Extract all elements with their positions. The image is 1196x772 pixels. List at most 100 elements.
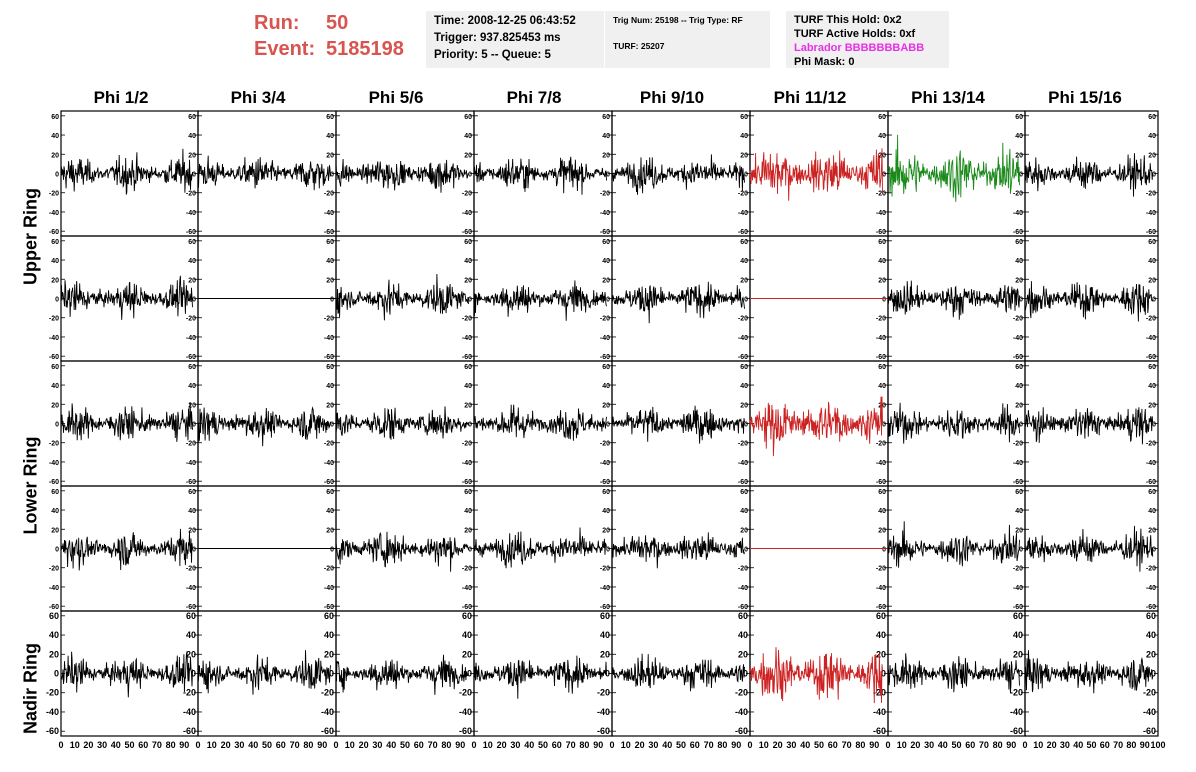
y-tick-label: 0 xyxy=(1019,297,1023,304)
y-tick-label: -60 xyxy=(1146,354,1156,361)
y-tick-label: 60 xyxy=(188,239,196,246)
y-tick-label: -60 xyxy=(324,479,334,486)
x-tick-label: 70 xyxy=(842,740,852,750)
y-tick-label: -20 xyxy=(459,688,472,698)
x-tick-label: 50 xyxy=(538,740,548,750)
x-tick-label: 70 xyxy=(704,740,714,750)
y-tick-label: -20 xyxy=(462,316,472,323)
waveform-line xyxy=(473,156,607,195)
waveform-line xyxy=(749,148,883,201)
y-tick-label: -40 xyxy=(600,210,610,217)
y-tick-label: 60 xyxy=(186,611,196,621)
y-tick-label: -60 xyxy=(600,229,610,236)
y-tick-label: -40 xyxy=(183,707,196,717)
y-tick-label: 0 xyxy=(192,297,196,304)
panel-frame xyxy=(1024,235,1159,362)
y-tick-label: 0 xyxy=(1151,669,1156,679)
phi-header-4: Phi 7/8 xyxy=(506,88,562,107)
y-tick-label: 60 xyxy=(1146,611,1156,621)
y-tick-label: -60 xyxy=(735,726,748,736)
y-tick-label: 20 xyxy=(740,527,748,534)
y-tick-label: -20 xyxy=(324,441,334,448)
y-tick-label: -40 xyxy=(597,707,610,717)
y-tick-label: 60 xyxy=(326,239,334,246)
y-tick-label: 20 xyxy=(738,649,748,659)
y-tick-label: -60 xyxy=(873,726,886,736)
x-tick-label: 60 xyxy=(552,740,562,750)
y-tick-label: -20 xyxy=(49,316,59,323)
y-tick-label: 40 xyxy=(326,258,334,265)
x-tick-label: 90 xyxy=(869,740,879,750)
y-tick-label: 0 xyxy=(55,547,59,554)
y-tick-label: 20 xyxy=(1013,649,1023,659)
y-tick-label: 20 xyxy=(1015,527,1023,534)
x-tick-label: 90 xyxy=(179,740,189,750)
y-tick-label: 20 xyxy=(1148,152,1156,159)
waveform-line xyxy=(335,273,469,321)
y-tick-label: 20 xyxy=(186,649,196,659)
x-tick-label: 40 xyxy=(938,740,948,750)
x-tick-label: 80 xyxy=(166,740,176,750)
y-tick-label: 40 xyxy=(188,508,196,515)
waveform-line xyxy=(1024,407,1154,445)
y-tick-label: 0 xyxy=(55,422,59,429)
x-tick-label: 100 xyxy=(1150,740,1165,750)
x-tick-label: 80 xyxy=(717,740,727,750)
y-tick-label: 0 xyxy=(1152,422,1156,429)
y-tick-label: -40 xyxy=(876,460,886,467)
y-tick-label: -20 xyxy=(321,688,334,698)
x-tick-label: 30 xyxy=(372,740,382,750)
y-tick-label: 20 xyxy=(464,527,472,534)
x-tick-label: 0 xyxy=(609,740,614,750)
y-tick-label: -60 xyxy=(459,726,472,736)
y-tick-label: 40 xyxy=(1015,133,1023,140)
y-tick-label: 60 xyxy=(324,611,334,621)
y-tick-label: 60 xyxy=(49,611,59,621)
y-tick-label: 0 xyxy=(606,422,610,429)
y-tick-label: 20 xyxy=(878,527,886,534)
y-tick-label: -20 xyxy=(462,191,472,198)
y-tick-label: 20 xyxy=(51,152,59,159)
y-tick-label: 20 xyxy=(602,527,610,534)
waveform-line xyxy=(473,527,607,569)
y-tick-label: 60 xyxy=(1013,611,1023,621)
y-tick-label: 60 xyxy=(602,114,610,121)
run-label: Run: xyxy=(254,12,300,34)
y-tick-label: -20 xyxy=(1013,316,1023,323)
panel-frame xyxy=(60,485,199,612)
y-tick-label: -40 xyxy=(873,707,886,717)
y-tick-label: 20 xyxy=(49,649,59,659)
y-tick-label: -40 xyxy=(1143,707,1156,717)
waveform-line xyxy=(888,280,1020,320)
waveform-line xyxy=(60,402,193,442)
x-tick-label: 80 xyxy=(1126,740,1136,750)
y-tick-label: -40 xyxy=(49,585,59,592)
x-tick-label: 0 xyxy=(747,740,752,750)
y-tick-label: 40 xyxy=(1013,630,1023,640)
trig-num-text: Trig Num: 25198 -- Trig Type: RF xyxy=(613,15,743,25)
y-tick-label: 40 xyxy=(600,630,610,640)
y-tick-label: -60 xyxy=(324,354,334,361)
x-tick-label: 0 xyxy=(471,740,476,750)
y-tick-label: -20 xyxy=(49,566,59,573)
x-tick-label: 20 xyxy=(359,740,369,750)
y-tick-label: 40 xyxy=(1148,508,1156,515)
x-tick-label: 60 xyxy=(828,740,838,750)
phi-header-6: Phi 11/12 xyxy=(773,88,847,107)
waveform-line xyxy=(611,405,745,444)
y-tick-label: 40 xyxy=(878,258,886,265)
y-tick-label: -20 xyxy=(600,191,610,198)
y-tick-label: 60 xyxy=(878,364,886,371)
y-tick-label: 0 xyxy=(882,172,886,179)
x-tick-label: 10 xyxy=(207,740,217,750)
waveform-line xyxy=(1024,281,1154,322)
y-tick-label: 0 xyxy=(744,422,748,429)
y-tick-label: 20 xyxy=(1015,152,1023,159)
waveform-line xyxy=(749,647,883,704)
x-tick-label: 30 xyxy=(234,740,244,750)
y-tick-label: -40 xyxy=(324,210,334,217)
phi-header-7: Phi 13/14 xyxy=(911,88,985,107)
x-tick-label: 50 xyxy=(262,740,272,750)
y-tick-label: -60 xyxy=(1010,726,1023,736)
x-tick-label: 60 xyxy=(965,740,975,750)
